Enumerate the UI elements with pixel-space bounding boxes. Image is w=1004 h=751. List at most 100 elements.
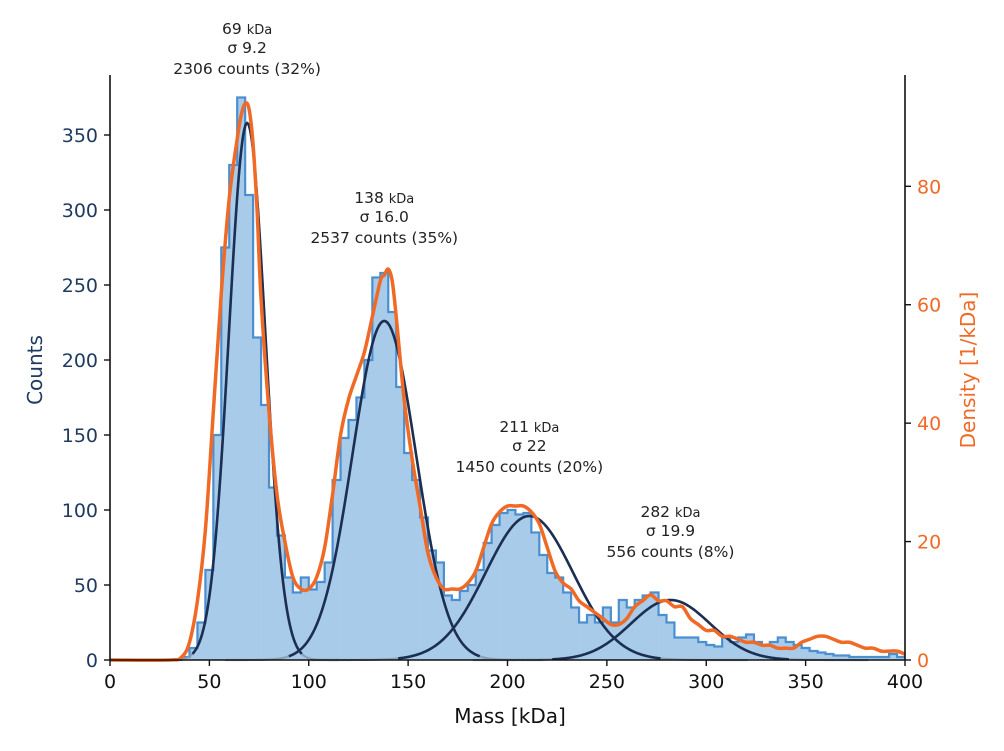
histogram-bar [793,645,803,660]
histogram-bar [229,165,238,660]
histogram-bar [531,532,540,660]
x-tick-label: 200 [489,671,525,693]
y-right-tick-label: 40 [917,413,941,435]
y-axis-right-label: Density [1/kDa] [956,292,980,449]
histogram-bar [292,592,302,660]
histogram-bar [594,622,604,660]
histogram-bar [324,562,333,660]
histogram-bar [547,573,556,660]
histogram-bar [515,514,524,660]
histogram-bar [801,648,810,660]
histogram-bar [245,195,254,660]
y-left-tick-label: 50 [74,575,98,597]
x-tick-label: 350 [787,671,823,693]
histogram-bar [563,592,572,660]
x-tick-label: 400 [887,671,923,693]
histogram-bar [698,642,707,660]
histogram-bar [205,570,214,660]
x-tick-label: 150 [390,671,426,693]
histogram-bar [650,592,659,660]
histogram-bar [666,622,675,660]
histogram-bar [348,420,357,660]
histogram-bar [523,513,532,660]
y-axis-left-label: Counts [23,335,47,405]
histogram-bar [253,337,262,660]
histogram-bar [873,657,882,660]
peak-mass-label: 211 kDa [499,418,559,436]
histogram-bar [483,543,492,660]
histogram-bar [491,525,500,660]
peak-mass-label: 69 kDa [222,20,272,38]
histogram-bar [499,513,508,660]
histogram-bar [539,555,548,660]
y-left-tick-label: 0 [86,650,98,672]
y-right-tick-label: 60 [917,295,941,317]
x-tick-label: 300 [688,671,724,693]
histogram-bar [396,387,405,660]
histogram-bar [380,273,389,660]
peak-mass-label: 138 kDa [354,189,414,207]
histogram-bar [634,600,644,660]
histogram-bar [237,97,246,660]
y-right-tick-label: 20 [917,532,941,554]
histogram-bar [682,637,691,660]
histogram-bar [555,577,564,660]
y-left-tick-label: 100 [62,500,98,522]
histogram-bar [610,622,620,660]
histogram-bar [753,642,763,660]
histogram-bar [674,637,683,660]
histogram-bar [769,642,779,660]
y-left-tick-label: 150 [62,425,98,447]
histogram-bar [372,277,381,660]
histogram-bar [269,487,278,660]
histogram-bar [340,438,349,660]
histogram-bars [181,97,906,660]
histogram-bar [316,582,326,660]
histogram-bar [412,480,421,660]
gaussian-fit-curve [191,121,303,655]
histogram-bar [420,517,429,660]
histogram-bar [364,360,373,660]
x-tick-label: 0 [104,671,116,693]
peak-counts-label: 556 counts (8%) [607,543,735,561]
histogram-bar [435,562,445,660]
x-axis-label: Mass [kDa] [454,704,566,728]
histogram-bar [889,654,898,660]
histogram-bar [356,397,365,660]
peak-counts-label: 2306 counts (32%) [173,60,321,78]
histogram-bar [642,595,651,660]
density-curve [109,101,906,662]
histogram-bar [746,634,755,660]
histogram-bar [332,480,341,660]
histogram-bar [261,405,270,660]
x-tick-label: 100 [291,671,327,693]
histogram-bar [706,645,715,660]
histogram-bar [507,510,516,660]
gaussian-fit-curve [288,319,481,658]
histogram-bar [308,589,318,660]
y-left-tick-label: 250 [62,275,98,297]
x-tick-label: 50 [197,671,221,693]
histogram-bar [300,577,310,660]
histogram-bar [881,657,890,660]
y-left-tick-label: 200 [62,350,98,372]
peak-counts-label: 1450 counts (20%) [456,458,604,476]
histogram-bar [865,657,874,660]
histogram-bar [404,453,413,660]
histogram-bar [626,607,636,660]
histogram-bar [658,615,667,660]
histogram-bar [571,607,580,660]
histogram-bar [197,622,206,660]
histogram-bar [690,637,699,660]
histogram-bar [730,642,739,660]
peak-counts-label: 2537 counts (35%) [310,229,458,247]
histogram-bar [857,657,866,660]
axes: 0 50 100 150 200 250 300 350 4000501001502002503… [62,75,941,693]
histogram-bar [276,535,286,660]
